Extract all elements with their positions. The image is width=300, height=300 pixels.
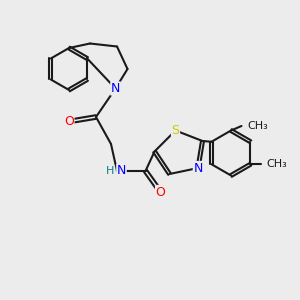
Text: CH₃: CH₃ [266, 159, 287, 169]
Text: N: N [111, 82, 120, 95]
Text: H: H [106, 166, 115, 176]
Text: N: N [193, 161, 203, 175]
Text: N: N [117, 164, 126, 178]
Text: CH₃: CH₃ [247, 121, 268, 131]
Text: O: O [64, 115, 74, 128]
Text: S: S [172, 124, 179, 137]
Text: O: O [156, 185, 165, 199]
